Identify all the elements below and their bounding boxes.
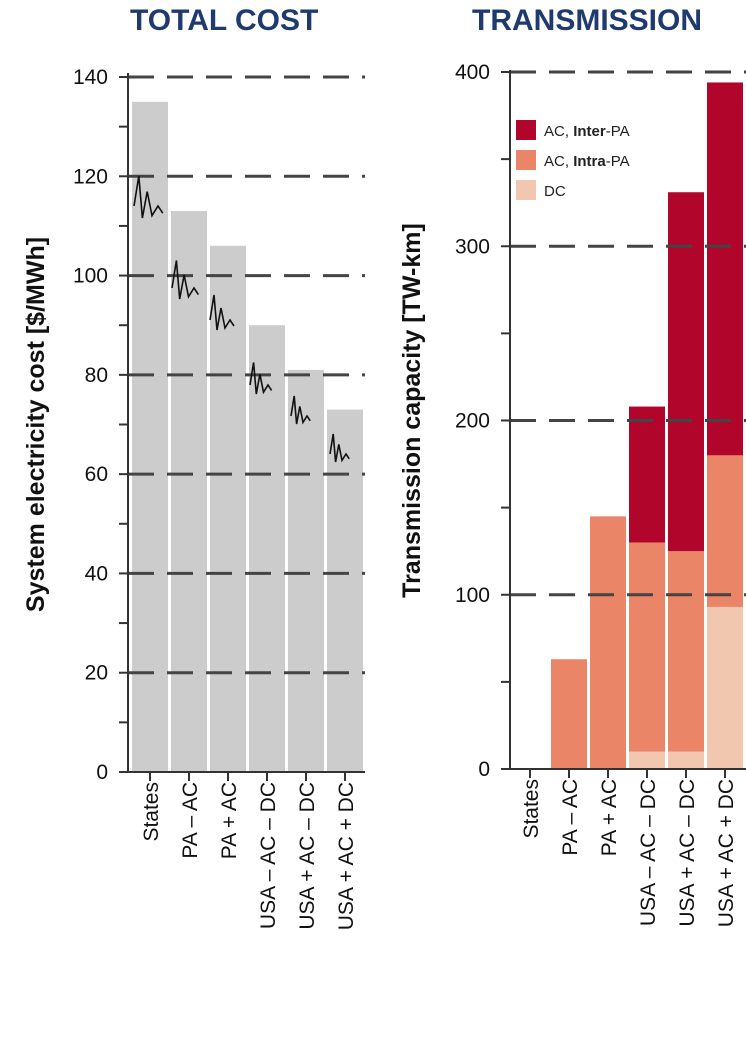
y-tick-label: 100 (73, 265, 108, 288)
y-axis-title: Transmission capacity [TW-km] (398, 223, 426, 598)
inset-sparkline (133, 175, 164, 219)
category-label: USA – AC – DC (637, 779, 660, 926)
category-label: PA – AC (559, 779, 582, 856)
category-label: USA + AC + DC (335, 782, 358, 930)
y-tick-label: 300 (455, 235, 490, 258)
y-axis-title: System electricity cost [$/MWh] (22, 237, 50, 612)
category-label: USA – AC – DC (257, 782, 280, 929)
cost-bar (171, 211, 207, 773)
transmission-bar-segment (707, 82, 743, 456)
chart-title-total-cost: TOTAL COST (130, 4, 319, 37)
y-tick-label: 80 (85, 364, 108, 387)
legend-label: AC, Intra-PA (544, 153, 630, 170)
y-tick-label: 40 (85, 562, 108, 585)
transmission-bar-segment (629, 542, 665, 752)
cost-chart: 0 20 40 60 80 100 120 140 States PA – AC PA + AC US… (22, 66, 365, 930)
y-tick-label: 100 (455, 584, 490, 607)
transmission-bar-segment (668, 751, 704, 769)
y-tick-label: 20 (85, 662, 108, 685)
y-tick-label: 140 (73, 66, 108, 89)
category-label: PA + AC (218, 782, 241, 859)
transmission-bar-segment (590, 516, 626, 769)
chart-title-transmission: TRANSMISSION (472, 4, 703, 37)
inset-sparkline (290, 395, 311, 425)
category-label: States (140, 782, 163, 842)
legend-swatch (516, 150, 536, 170)
transmission-chart: 0 100 200 300 400 States PA – AC PA + AC USA – A… (398, 61, 746, 927)
legend-label: DC (544, 183, 566, 200)
transmission-bar-segment (668, 192, 704, 552)
category-label: USA + AC + DC (715, 779, 738, 927)
legend-swatch (516, 180, 536, 200)
cost-bar (210, 245, 246, 773)
category-label: States (520, 779, 543, 839)
cost-bar (132, 101, 168, 773)
y-tick-label: 60 (85, 463, 108, 486)
transmission-bar-segment (668, 551, 704, 752)
category-label: PA + AC (598, 779, 621, 856)
category-label: PA – AC (179, 782, 202, 859)
inset-sparkline (329, 433, 350, 463)
cost-bar (249, 325, 285, 772)
transmission-bar-segment (629, 751, 665, 769)
legend-swatch (516, 120, 536, 140)
transmission-bar-segment (707, 606, 743, 769)
y-tick-label: 0 (478, 758, 490, 781)
y-tick-label: 400 (455, 61, 490, 84)
legend-label: AC, Inter-PA (544, 123, 630, 140)
y-tick-label: 200 (455, 410, 490, 433)
inset-sparkline (171, 260, 200, 300)
transmission-bar-segment (707, 455, 743, 607)
y-tick-label: 120 (73, 165, 108, 188)
transmission-bar-segment (551, 659, 587, 769)
category-label: USA + AC – DC (676, 779, 699, 927)
transmission-bar-segment (629, 406, 665, 543)
inset-sparkline (249, 362, 273, 395)
y-tick-label: 0 (96, 761, 108, 784)
cost-bar (327, 409, 363, 772)
cost-bar (288, 369, 324, 772)
inset-sparkline (209, 294, 235, 331)
category-label: USA + AC – DC (296, 782, 319, 930)
